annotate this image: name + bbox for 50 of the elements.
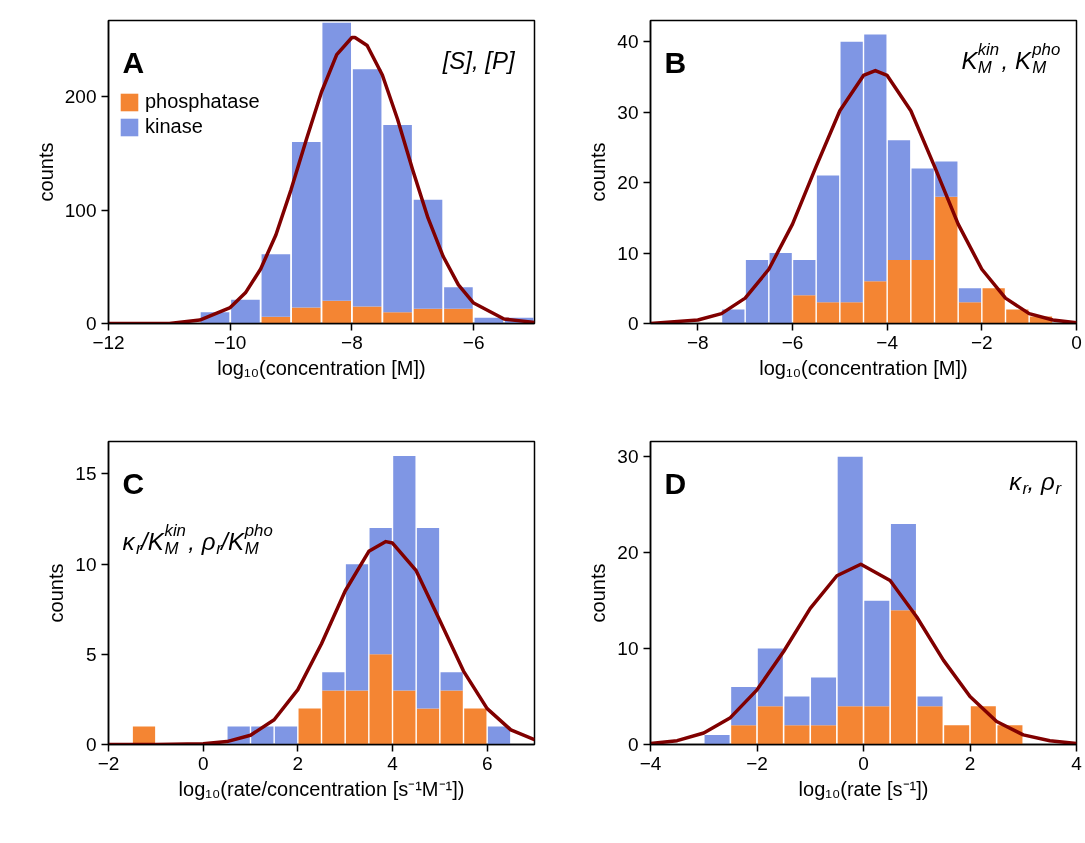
y-tick-label: 100 [64,199,97,221]
x-tick-label: 0 [1071,331,1082,353]
x-tick-label: 6 [481,752,493,774]
x-tick-label: −8 [687,331,709,353]
x-tick-label: 2 [292,752,304,774]
annotation: [S], [P] [441,47,517,74]
x-axis-title: log₁₀(concentration [M]) [759,356,968,379]
y-tick-label: 20 [617,172,639,194]
y-tick-label: 20 [617,542,639,564]
x-tick-label: 0 [197,752,209,774]
x-tick-label: 0 [858,752,869,774]
y-tick-label: 0 [627,734,639,755]
x-axis-title: log₁₀(concentration [M]) [217,356,426,379]
x-tick-label: −2 [971,331,993,353]
x-tick-label: −6 [781,331,804,353]
x-tick-label: −4 [876,331,899,353]
x-axis-title: log₁₀(rate [s⁻¹]) [798,777,929,800]
y-tick-label: 10 [617,638,639,660]
x-tick-label: −10 [214,331,247,353]
annotation: A [122,46,145,79]
y-axis-title: counts [34,142,57,202]
x-tick-label: −4 [639,752,662,774]
y-tick-label: 200 [64,86,97,108]
y-axis-title: counts [587,142,610,202]
y-tick-label: 40 [617,31,639,53]
x-tick-label: −2 [746,752,768,774]
y-tick-label: 5 [85,643,97,665]
y-tick-label: 10 [617,242,639,264]
legend-label: phosphatase [145,90,260,113]
y-axis-title: counts [45,563,68,623]
legend-label: kinase [145,115,203,138]
x-tick-label: 2 [964,752,976,774]
annotation: C [122,467,145,500]
x-tick-label: −12 [92,331,125,353]
x-tick-label: −8 [341,331,363,353]
y-tick-label: 30 [617,446,639,468]
y-tick-label: 0 [85,734,97,755]
x-tick-label: 4 [387,752,399,774]
x-tick-label: −2 [97,752,120,774]
y-tick-label: 0 [85,313,97,334]
y-tick-label: 15 [75,463,97,485]
annotation: B [664,46,687,79]
annotation: D [664,467,687,500]
y-axis-title: counts [587,563,610,623]
y-tick-label: 10 [75,553,97,575]
x-tick-label: 4 [1071,752,1083,774]
x-tick-label: −6 [462,331,485,353]
y-tick-label: 30 [617,101,639,123]
y-tick-label: 0 [627,313,639,334]
x-axis-title: log₁₀(rate/concentration [s⁻¹M⁻¹]) [178,777,465,800]
